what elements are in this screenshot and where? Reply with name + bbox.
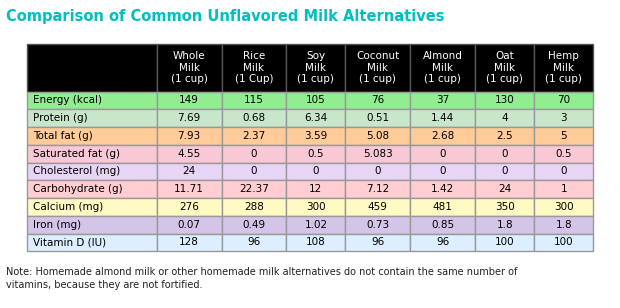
Text: vitamins, because they are not fortified.: vitamins, because they are not fortified… bbox=[6, 280, 203, 290]
Text: Note: Homemade almond milk or other homemade milk alternatives do not contain th: Note: Homemade almond milk or other home… bbox=[6, 267, 518, 277]
Text: Comparison of Common Unflavored Milk Alternatives: Comparison of Common Unflavored Milk Alt… bbox=[6, 9, 445, 24]
